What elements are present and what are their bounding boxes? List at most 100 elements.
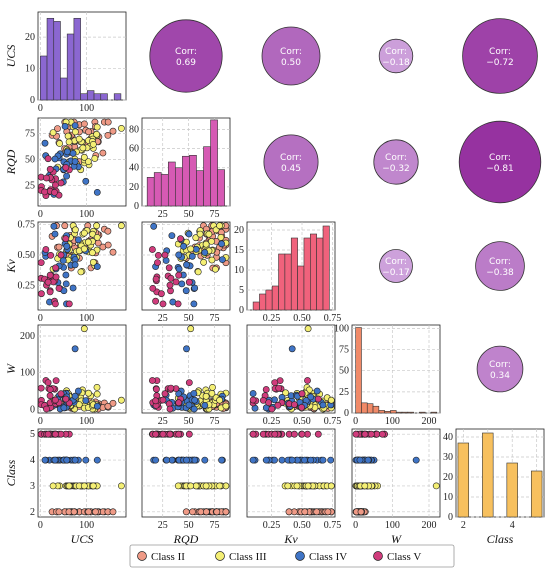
y-tick-label: 0.75 xyxy=(18,219,36,230)
correlation-circle xyxy=(379,249,413,283)
x-axis-label-ucs: UCS xyxy=(71,532,94,546)
scatter-point xyxy=(89,249,96,257)
scatter-point xyxy=(75,135,83,143)
histogram-bar xyxy=(113,93,122,101)
scatter-point xyxy=(52,181,59,189)
scatter-point xyxy=(191,284,199,292)
scatter-point xyxy=(298,430,306,438)
scatter-point xyxy=(79,144,87,152)
scatter-point xyxy=(314,430,322,438)
histogram-y-tick-label: 100 xyxy=(334,323,349,334)
scatter-point xyxy=(166,405,174,413)
histogram-y-tick-label: 40 xyxy=(129,163,139,174)
y-tick-label: 3 xyxy=(30,481,35,492)
histogram-bar xyxy=(252,301,260,311)
correlation-circle xyxy=(149,19,223,93)
scatter-point xyxy=(290,430,298,438)
scatter-point xyxy=(89,230,96,238)
scatter-point xyxy=(65,138,73,146)
scatter-point xyxy=(167,274,175,282)
scatter-point xyxy=(57,179,65,187)
scatter-point xyxy=(46,288,54,296)
y-tick-label: 20 xyxy=(25,32,35,43)
histogram-bar xyxy=(73,17,81,101)
scatter-point xyxy=(60,404,68,412)
scatter-point xyxy=(118,396,125,404)
scatter-point xyxy=(167,384,175,392)
scatter-point xyxy=(314,395,322,403)
correlation-label: Corr: xyxy=(385,47,407,57)
scatter-panel-w-vs-ucs xyxy=(37,324,127,414)
scatter-point xyxy=(52,273,60,281)
scatter-point xyxy=(65,482,73,490)
scatter-point xyxy=(89,140,97,148)
histogram-y-tick-label: 25 xyxy=(339,387,349,398)
scatter-point xyxy=(319,401,327,409)
scatter-point xyxy=(55,508,63,516)
scatter-panel-kv-vs-rqd xyxy=(141,221,231,311)
scatter-point xyxy=(367,430,375,438)
histogram-bar xyxy=(395,411,403,414)
histogram-class: 0 10 20 30 40 2 4 xyxy=(443,428,545,531)
correlation-label: Corr: xyxy=(385,153,407,163)
scatter-point xyxy=(216,222,223,230)
scatter-point xyxy=(57,251,65,259)
histogram-bar xyxy=(160,174,169,207)
scatter-point xyxy=(61,222,69,230)
scatter-point xyxy=(93,222,100,230)
scatter-point xyxy=(85,128,92,136)
legend-marker xyxy=(215,551,225,561)
correlation-circle xyxy=(475,241,525,291)
scatter-point xyxy=(37,384,45,392)
scatter-point xyxy=(75,387,82,395)
histogram-bar xyxy=(182,155,190,207)
histogram-bar xyxy=(290,237,298,311)
x-tick-label: 50 xyxy=(184,416,194,427)
histogram-y-tick-label: 0 xyxy=(344,408,349,419)
scatter-point xyxy=(178,280,186,288)
scatter-point xyxy=(432,482,440,490)
legend-label: Class V xyxy=(387,551,421,563)
scatter-point xyxy=(91,155,99,162)
y-axis-label-class: Class xyxy=(4,459,18,486)
scatter-point xyxy=(304,482,312,490)
scatter-point xyxy=(38,290,45,298)
scatter-point xyxy=(262,386,270,393)
scatter-point xyxy=(271,379,279,386)
panel-frame xyxy=(246,428,336,518)
histogram-x-tick-label: 100 xyxy=(385,416,400,427)
histogram-y-tick-label: 15 xyxy=(234,245,244,256)
scatter-point xyxy=(194,268,202,276)
scatter-point xyxy=(364,456,372,464)
scatter-point xyxy=(249,430,257,438)
scatter-point xyxy=(85,389,92,397)
scatter-point xyxy=(51,155,59,163)
scatter-point xyxy=(62,280,70,288)
histogram-bar xyxy=(53,21,61,101)
histogram-y-tick-label: 50 xyxy=(339,366,349,377)
scatter-point xyxy=(109,127,117,135)
histogram-x-tick-label: 0.25 xyxy=(263,313,281,324)
scatter-point xyxy=(190,300,198,308)
scatter-point xyxy=(202,240,210,248)
scatter-point xyxy=(275,384,283,392)
x-tick-label: 0 xyxy=(38,520,43,531)
scatter-point xyxy=(80,482,88,490)
scatter-point xyxy=(213,508,221,516)
scatter-point xyxy=(166,281,174,289)
correlation-value: −0.32 xyxy=(382,164,410,174)
scatter-point xyxy=(49,482,57,490)
scatter-point xyxy=(93,130,100,138)
scatter-point xyxy=(152,430,159,438)
scatter-point xyxy=(268,405,276,413)
scatter-point xyxy=(71,345,79,353)
x-tick-label: 50 xyxy=(184,520,194,531)
x-tick-label: 75 xyxy=(209,520,219,531)
scatter-point xyxy=(249,396,257,404)
legend-box xyxy=(129,544,455,568)
scatter-point xyxy=(191,396,199,404)
scatter-panel-class-vs-ucs xyxy=(37,428,127,518)
scatter-point xyxy=(52,430,59,438)
y-tick-label: 200 xyxy=(20,331,35,342)
histogram-bar xyxy=(189,155,197,207)
